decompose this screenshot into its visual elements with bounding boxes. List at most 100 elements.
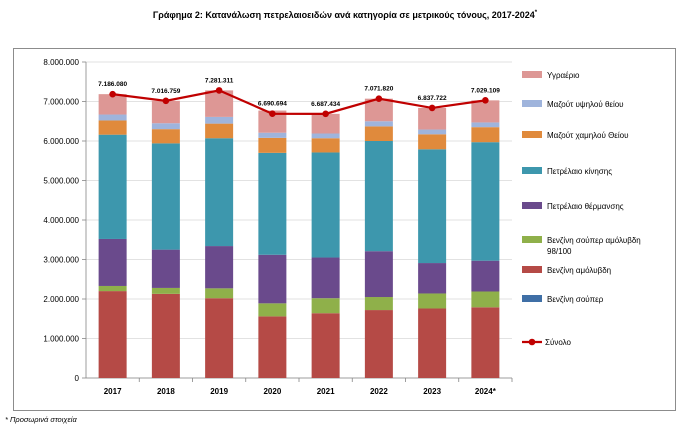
bar-segment	[311, 113, 340, 134]
chart-frame	[13, 48, 676, 411]
total-point	[375, 95, 383, 102]
bar-segment	[418, 107, 447, 130]
total-data-label: 6.690.694	[258, 101, 287, 108]
total-point	[269, 110, 276, 118]
x-tick-label: 2024*	[475, 387, 497, 396]
bar-segment	[471, 307, 500, 378]
bar-segment	[311, 313, 340, 378]
bar-segment	[258, 152, 287, 255]
bar-segment	[151, 287, 180, 294]
bar-segment	[418, 134, 447, 150]
bar-segment	[258, 132, 287, 138]
legend-swatch	[522, 167, 542, 174]
bar-segment	[98, 285, 127, 292]
bar-segment	[418, 129, 447, 135]
bar-segment	[471, 100, 500, 123]
x-tick-label: 2022	[370, 387, 388, 396]
bar-segment	[258, 254, 287, 304]
y-tick-label: 5.000.000	[43, 177, 79, 186]
bar-segment	[205, 116, 234, 124]
bar-segment	[151, 143, 180, 250]
bar-segment	[364, 98, 393, 122]
total-data-label: 7.016.759	[151, 88, 180, 95]
bar-segment	[151, 249, 180, 288]
bar-segment	[471, 142, 500, 261]
bar-segment	[311, 133, 340, 139]
legend-label-continued: 98/100	[547, 247, 572, 256]
y-tick-label: 8.000.000	[43, 58, 79, 67]
x-tick-label: 2023	[423, 387, 441, 396]
footnote: * Προσωρινά στοιχεία	[5, 415, 77, 424]
total-point	[109, 90, 116, 98]
legend-label: Σύνολο	[545, 338, 571, 347]
total-point	[482, 97, 489, 104]
x-tick-label: 2021	[317, 387, 335, 396]
bar-segment	[205, 298, 234, 378]
bar-segment	[258, 110, 287, 133]
bar-segment	[151, 123, 180, 130]
bar-segment	[471, 291, 500, 308]
bar-segment	[311, 257, 340, 299]
bar-segment	[418, 263, 447, 294]
legend-label: Βενζίνη σούπερ αμόλυβδη	[547, 236, 641, 245]
legend-label: Πετρέλαιο θέρμανσης	[547, 202, 624, 211]
chart-title-mark: *	[534, 10, 538, 16]
bar-segment	[364, 251, 393, 298]
bar-segment	[205, 138, 234, 247]
bar-segment	[364, 297, 393, 311]
bar-segment	[471, 260, 500, 292]
legend-label: Υγραέριο	[547, 71, 580, 80]
bar-segment	[205, 288, 234, 299]
x-tick-label: 2018	[157, 387, 175, 396]
bar-segment	[98, 291, 127, 378]
legend-swatch	[522, 100, 542, 107]
legend-swatch	[522, 71, 542, 78]
legend-label: Πετρέλαιο κίνησης	[547, 167, 612, 176]
bar-segment	[205, 246, 234, 289]
bar-segment	[418, 308, 447, 378]
total-data-label: 7.071.820	[364, 86, 393, 93]
bar-segment	[205, 123, 234, 139]
total-data-label: 7.186.080	[98, 81, 127, 88]
legend-swatch	[522, 295, 542, 302]
bar-segment	[151, 293, 180, 378]
bar-segment	[311, 138, 340, 153]
bar-segment	[258, 303, 287, 317]
bar-segment	[258, 137, 287, 153]
bar-segment	[471, 127, 500, 143]
bar-segment	[418, 149, 447, 264]
bar-segment	[364, 126, 393, 141]
total-data-label: 7.029.109	[471, 87, 500, 94]
x-tick-label: 2019	[210, 387, 228, 396]
bar-segment	[98, 134, 127, 239]
bar-segment	[98, 94, 127, 115]
legend-label: Βενζίνη σούπερ	[547, 295, 604, 304]
bar-segment	[471, 122, 500, 128]
y-tick-label: 1.000.000	[43, 335, 79, 344]
bar-segment	[311, 152, 340, 258]
bar-segment	[364, 310, 393, 378]
bar-segment	[98, 120, 127, 135]
total-point	[162, 97, 170, 105]
legend-label: Μαζούτ χαμηλού Θείου	[547, 131, 628, 140]
legend-label: Βενζίνη αμόλυβδη	[547, 266, 611, 275]
bar-segment	[151, 129, 180, 144]
y-tick-label: 7.000.000	[43, 98, 79, 107]
x-tick-label: 2020	[263, 387, 281, 396]
bar-segment	[258, 316, 287, 378]
total-data-label: 6.837.722	[418, 95, 447, 102]
x-tick-label: 2017	[104, 387, 122, 396]
bar-segment	[311, 298, 340, 314]
legend-swatch	[522, 266, 542, 273]
legend-label: Μαζούτ υψηλού θείου	[547, 100, 624, 109]
bar-segment	[98, 114, 127, 121]
chart-title-text: Γράφημα 2: Κατανάλωση πετρελαιοειδών ανά…	[152, 10, 535, 20]
total-data-label: 7.281.311	[205, 77, 234, 84]
total-line	[112, 89, 486, 115]
total-point	[322, 110, 329, 118]
bar-segment	[364, 121, 393, 127]
bar-segment	[98, 238, 127, 286]
legend-swatch	[522, 202, 542, 209]
total-point	[215, 87, 223, 94]
